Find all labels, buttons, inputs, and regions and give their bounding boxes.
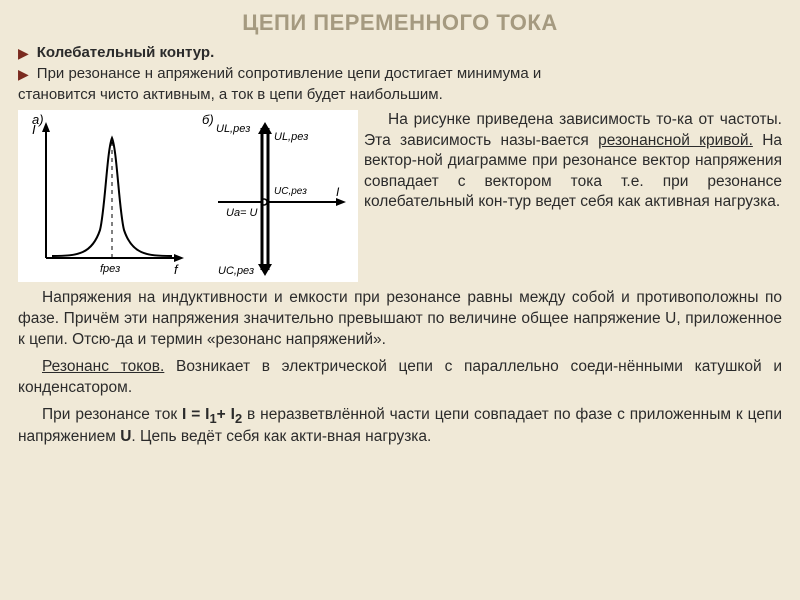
paragraph-1: Напряжения на индуктивности и емкости пр…	[18, 288, 782, 351]
bullet-marker-icon: ▶	[18, 44, 29, 62]
bullet-1: ▶ Колебательный контур.	[18, 44, 782, 63]
paragraph-2: Резонанс токов. Возникает в электрическо…	[18, 357, 782, 399]
bullet-2: ▶ При резонансе н апряжений сопротивлени…	[18, 65, 782, 84]
side-text-content: На рисунке приведена зависимость то-ка о…	[364, 111, 782, 210]
figure-row: а) I f fрез б)	[18, 110, 782, 282]
lab-ULrez-r: UL,рез	[274, 131, 308, 143]
bullet-marker-icon: ▶	[18, 65, 29, 83]
lab-UaU: Uа= U	[226, 207, 258, 219]
slide-root: ЦЕПИ ПЕРЕМЕННОГО ТОКА ▶ Колебательный ко…	[0, 0, 800, 600]
paragraph-1-content: Напряжения на индуктивности и емкости пр…	[18, 289, 782, 348]
slide-title: ЦЕПИ ПЕРЕМЕННОГО ТОКА	[18, 10, 782, 36]
bullet-1-text: Колебательный контур.	[37, 44, 214, 63]
side-text: На рисунке приведена зависимость то-ка о…	[358, 110, 782, 212]
panel-a-ylabel: I	[32, 122, 36, 137]
lab-UCrez-b: UС,рез	[218, 265, 254, 277]
bullet-2-text: При резонансе н апряжений сопротивление …	[37, 65, 541, 84]
bullet-1-bold: Колебательный контур.	[37, 44, 214, 61]
lab-UCrez-top: UС,рез	[274, 186, 307, 197]
panel-b-label: б)	[202, 112, 214, 127]
resonance-figure: а) I f fрез б)	[18, 110, 358, 282]
paragraph-3: При резонансе ток I = I1+ I2 в неразветв…	[18, 405, 782, 448]
panel-a-fres: fрез	[100, 263, 120, 275]
paragraph-3-content: При резонансе ток I = I1+ I2 в неразветв…	[18, 406, 782, 446]
figure-container: а) I f fрез б)	[18, 110, 358, 282]
paragraph-2-content: Резонанс токов. Возникает в электрическо…	[18, 358, 782, 396]
continuation-line: становится чисто активным, а ток в цепи …	[18, 86, 782, 105]
lab-ULrez-l: UL,рез	[216, 123, 250, 135]
